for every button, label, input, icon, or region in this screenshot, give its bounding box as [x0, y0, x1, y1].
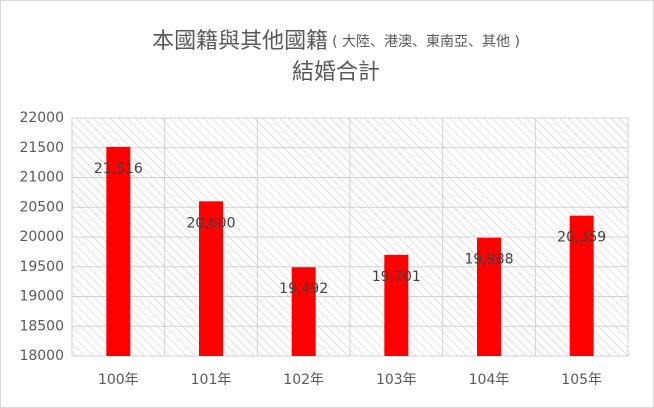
title-note: ( 大陸、港澳、東南亞、其他 ): [332, 34, 520, 50]
data-label: 20,600: [187, 215, 236, 231]
data-label: 19,988: [465, 252, 514, 268]
x-tick-label: 101年: [191, 372, 232, 388]
bar: [569, 215, 594, 356]
x-tick-label: 103年: [376, 372, 417, 388]
title-line2: 結婚合計: [292, 60, 380, 85]
y-tick-label: 18500: [19, 318, 64, 334]
x-tick-label: 105年: [561, 372, 602, 388]
y-tick-label: 21000: [19, 170, 64, 186]
y-tick-label: 19000: [19, 289, 64, 305]
y-tick-label: 22000: [19, 110, 64, 126]
x-tick-label: 100年: [98, 372, 139, 388]
data-label: 21,516: [94, 161, 143, 177]
y-tick-label: 20500: [19, 199, 64, 215]
bar: [291, 267, 316, 356]
data-label: 19,492: [279, 281, 328, 297]
bar: [384, 254, 409, 356]
y-tick-label: 18000: [19, 348, 64, 364]
bar: [199, 201, 223, 356]
chart-title: 本國籍與其他國籍( 大陸、港澳、東南亞、其他 ): [152, 29, 520, 54]
x-tick-label: 104年: [469, 372, 510, 388]
y-tick-label: 20000: [19, 229, 64, 245]
x-tick-label: 102年: [283, 372, 324, 388]
y-tick-label: 21500: [19, 140, 64, 156]
data-label: 19,701: [372, 269, 421, 285]
bar: [477, 237, 501, 356]
title-main: 本國籍與其他國籍: [152, 29, 328, 54]
bar: [106, 146, 131, 356]
y-tick-label: 19500: [19, 259, 64, 275]
data-label: 20,359: [557, 230, 606, 246]
